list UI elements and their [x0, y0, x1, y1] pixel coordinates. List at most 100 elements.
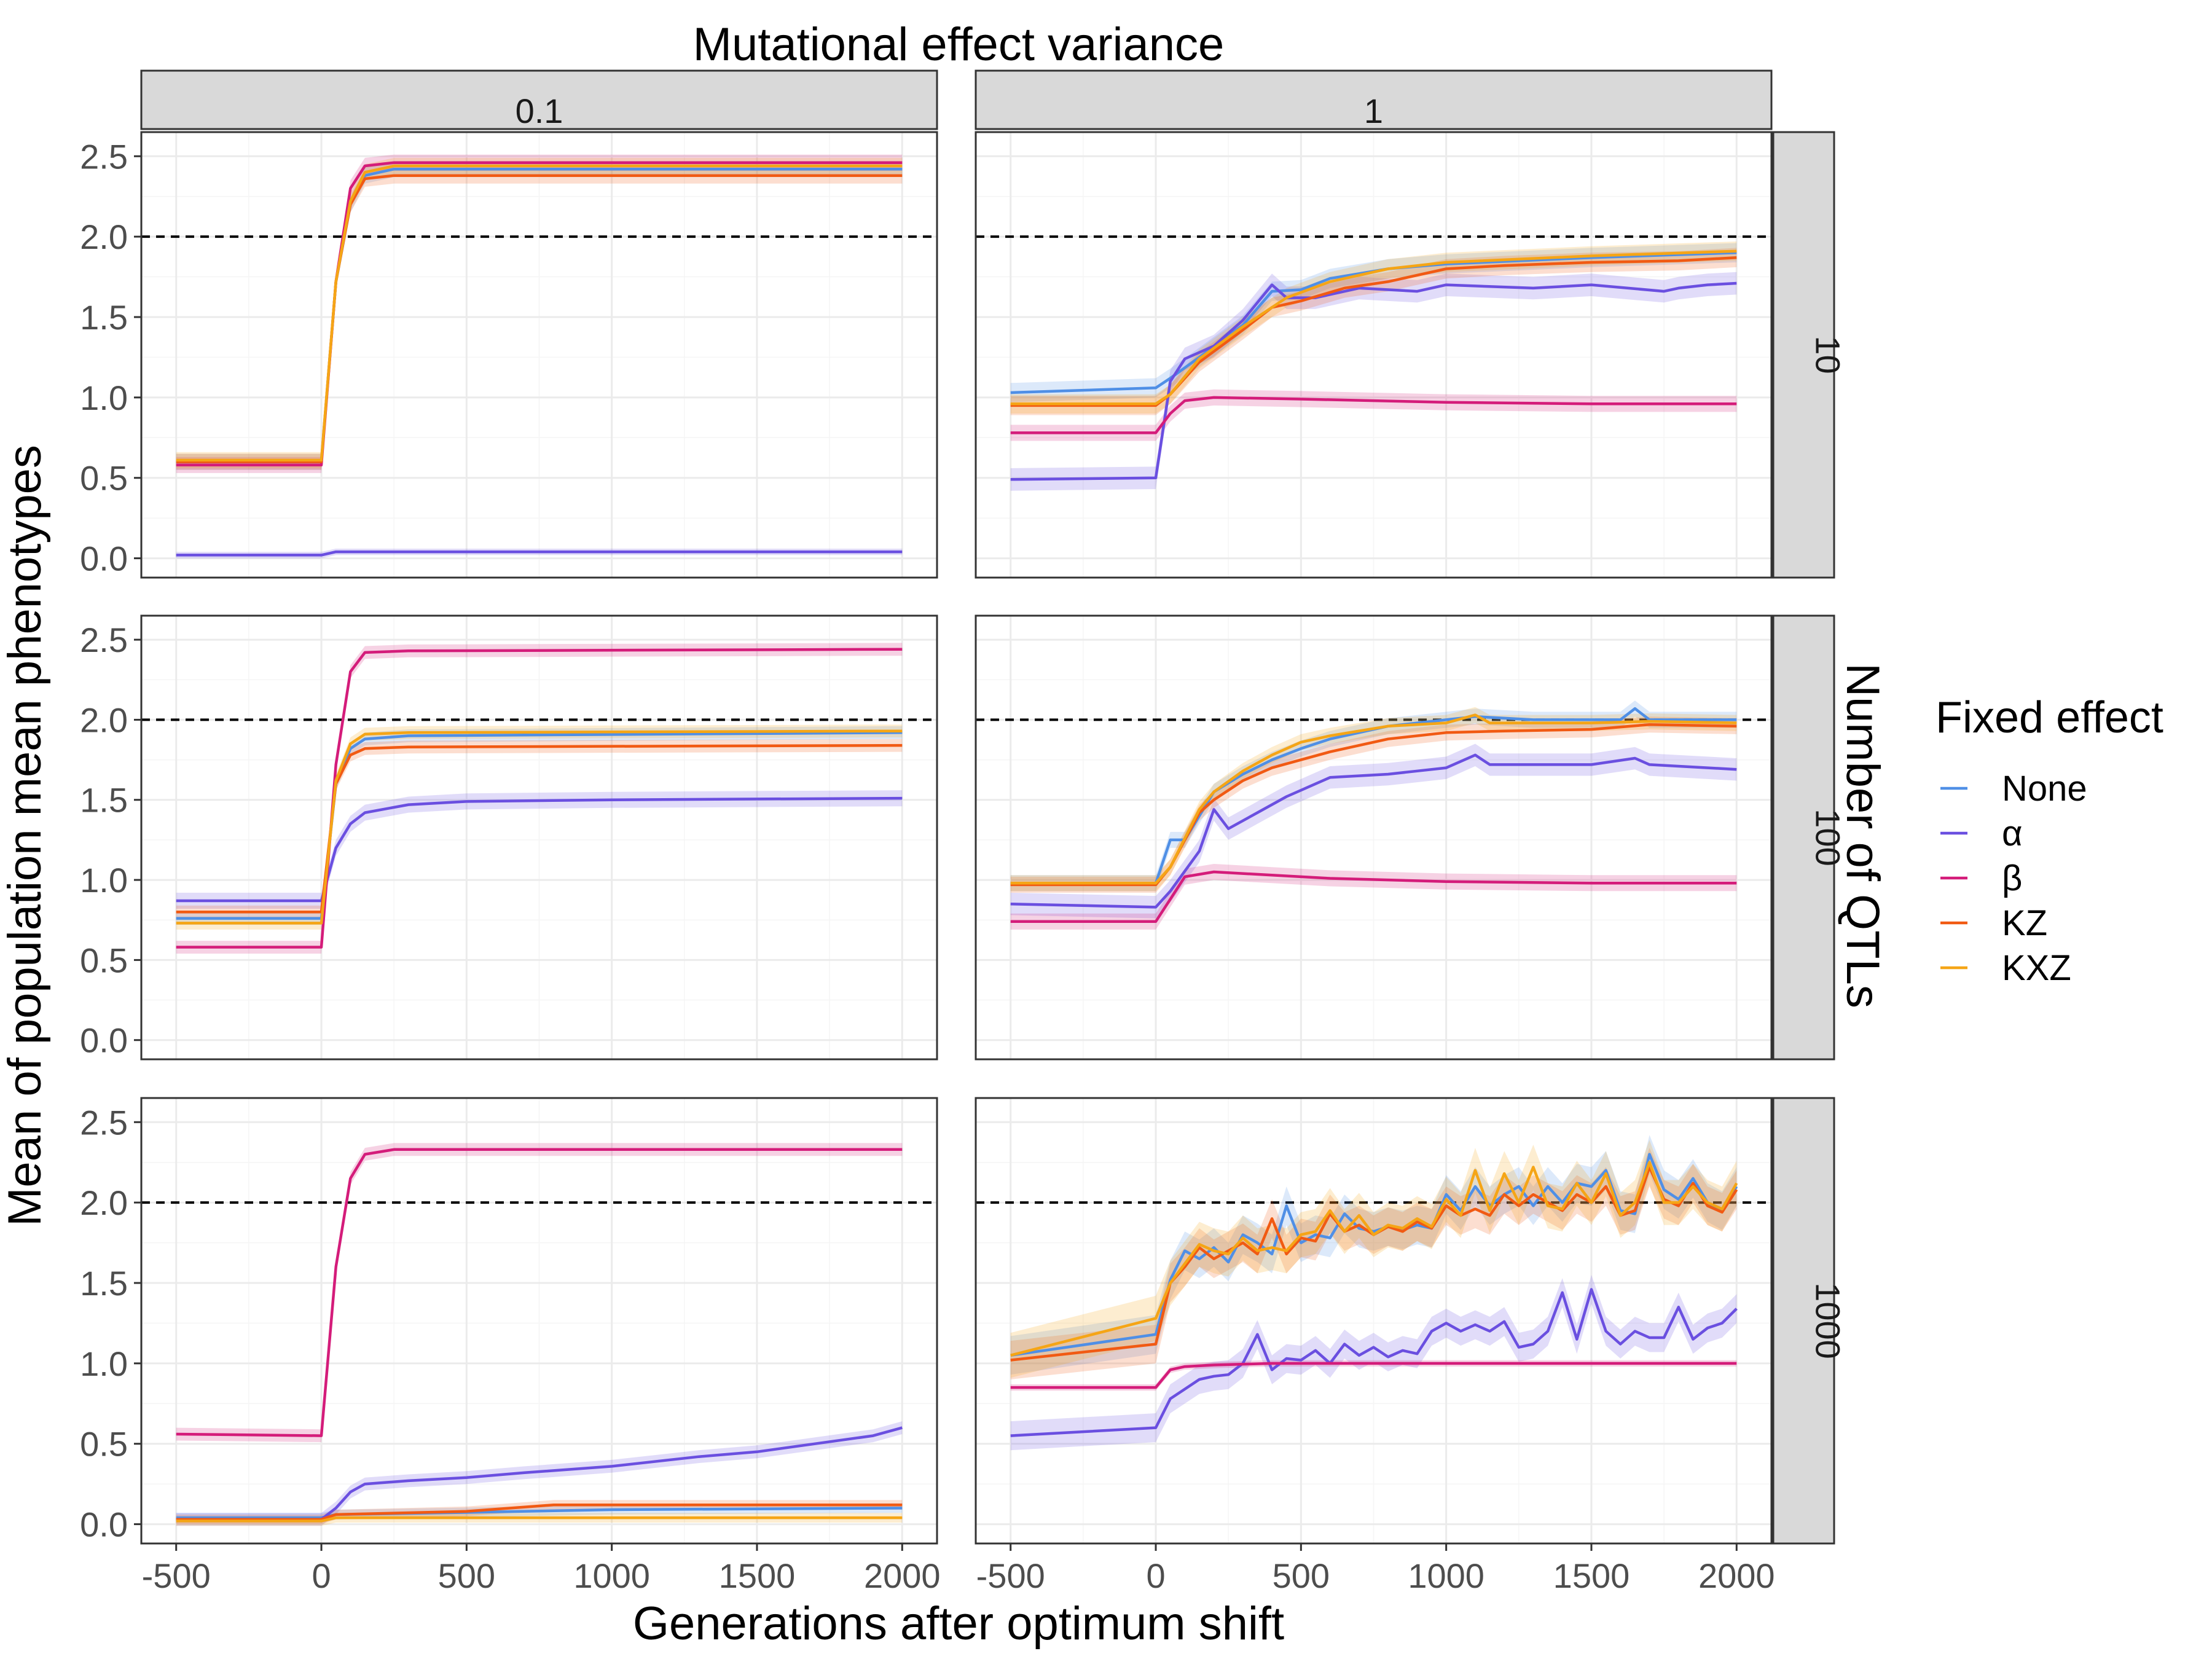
y-tick-label: 2.5 [80, 621, 128, 659]
panel-border [140, 131, 938, 579]
y-tick-label: 0.0 [80, 1505, 128, 1544]
panel-border [975, 131, 1773, 579]
series-line [176, 1426, 903, 1521]
series-line [1010, 713, 1737, 885]
x-tick-label: -500 [142, 1556, 211, 1595]
panel-border [140, 1097, 938, 1545]
panels-layer [140, 131, 1773, 1545]
panel-0.1-1000 [140, 1097, 938, 1545]
row-strip-label: 10 [1809, 335, 1848, 374]
y-tick-label: 0.5 [80, 459, 128, 498]
ci-band [1010, 1274, 1737, 1451]
y-tick-label: 0.5 [80, 941, 128, 979]
panel-0.1-100 [140, 614, 938, 1061]
legend: Fixed effect None αβ KZ KXZ [1936, 693, 2163, 988]
x-tick-label: 2000 [864, 1556, 941, 1595]
legend-label: KZ [2002, 903, 2047, 943]
strips-layer: 0.1 1 10 100 1000 [140, 69, 1848, 1545]
series-line [176, 648, 903, 949]
y-tick-label: 1.0 [80, 378, 128, 417]
x-tick-label: 500 [1273, 1556, 1330, 1595]
y-tick-label: 0.0 [80, 1021, 128, 1060]
x-tick-label: 1000 [1408, 1556, 1484, 1595]
panel-0.1-10 [140, 131, 938, 579]
row-strip-label: 100 [1809, 809, 1848, 866]
y-tick-label: 0.5 [80, 1425, 128, 1464]
row-strip [1772, 1097, 1835, 1545]
ci-band [1010, 1140, 1737, 1378]
x-tick-label: 2000 [1698, 1556, 1775, 1595]
series-line [176, 161, 903, 467]
plot-area [141, 1143, 937, 1526]
legend-label: β [2002, 858, 2022, 898]
ci-band [1010, 743, 1737, 919]
ci-band [1010, 248, 1737, 415]
y-tick-label: 0.0 [80, 539, 128, 578]
panel-border [975, 614, 1773, 1061]
column-strip-label: 1 [1364, 92, 1383, 130]
ci-band [1010, 1360, 1737, 1391]
column-strip [140, 69, 938, 130]
series-line [176, 550, 903, 557]
row-strip-label: 1000 [1809, 1282, 1848, 1359]
series-line [176, 729, 903, 925]
x-tick-label: 0 [1146, 1556, 1165, 1595]
x-axis-title: Generations after optimum shift [633, 1598, 1284, 1650]
y-tick-label: 1.0 [80, 861, 128, 900]
panel-1-1000 [975, 1097, 1773, 1545]
y-tick-label: 1.5 [80, 1264, 128, 1303]
panel-border [975, 1097, 1773, 1545]
x-tick-label: 1500 [719, 1556, 796, 1595]
series-line [176, 164, 903, 462]
legend-label: None [2002, 769, 2087, 809]
plot-area [976, 700, 1771, 930]
panel-1-10 [975, 131, 1773, 579]
series-line [1010, 870, 1737, 924]
series-line [1010, 281, 1737, 481]
ci-band [1010, 864, 1737, 930]
column-facet-title: Mutational effect variance [693, 18, 1225, 71]
series-line [1010, 753, 1737, 909]
x-tick-label: 1000 [573, 1556, 650, 1595]
legend-label: KXZ [2002, 948, 2071, 988]
y-tick-label: 2.5 [80, 1103, 128, 1142]
x-tick-label: -500 [976, 1556, 1045, 1595]
plot-area [976, 235, 1771, 491]
row-strip [1772, 614, 1835, 1061]
plot-area [976, 1135, 1771, 1451]
column-strip-label: 0.1 [516, 92, 563, 130]
legend-label: α [2002, 814, 2023, 853]
series-line [176, 1148, 903, 1437]
x-tick-label: 0 [312, 1556, 331, 1595]
y-tick-label: 1.5 [80, 781, 128, 820]
ci-band [176, 1421, 903, 1526]
y-tick-label: 2.0 [80, 218, 128, 256]
y-tick-label: 1.0 [80, 1344, 128, 1383]
panel-border [140, 614, 938, 1061]
column-strip [975, 69, 1773, 130]
series-line [1010, 1161, 1738, 1357]
y-tick-label: 2.0 [80, 1183, 128, 1222]
row-facet-title: Number of QTLs [1837, 663, 1889, 1008]
y-axis-title: Mean of population mean phenotypes [0, 445, 51, 1226]
series-line [176, 1516, 903, 1523]
legend-items: None αβ KZ KXZ [1940, 769, 2087, 988]
y-tick-label: 2.0 [80, 700, 128, 739]
row-strip [1772, 131, 1835, 579]
x-tick-label: 1500 [1553, 1556, 1630, 1595]
ci-band [1010, 272, 1737, 491]
ci-band [176, 1513, 903, 1526]
y-tick-label: 1.5 [80, 298, 128, 337]
panel-1-100 [975, 614, 1773, 1061]
y-tick-label: 2.5 [80, 137, 128, 176]
series-line [176, 1503, 903, 1521]
x-tick-label: 500 [438, 1556, 495, 1595]
axes-layer: 0.0 0.5 1.0 1.5 2.0 2.5 0.0 0.5 1.0 1.5 2.0 2.5 0.0 0… [80, 137, 1775, 1595]
legend-title: Fixed effect [1936, 693, 2163, 742]
series-line [1010, 396, 1737, 434]
series-line [1010, 251, 1737, 394]
plot-area [141, 643, 937, 954]
series-line [1010, 249, 1737, 406]
series-line [1010, 1362, 1737, 1389]
